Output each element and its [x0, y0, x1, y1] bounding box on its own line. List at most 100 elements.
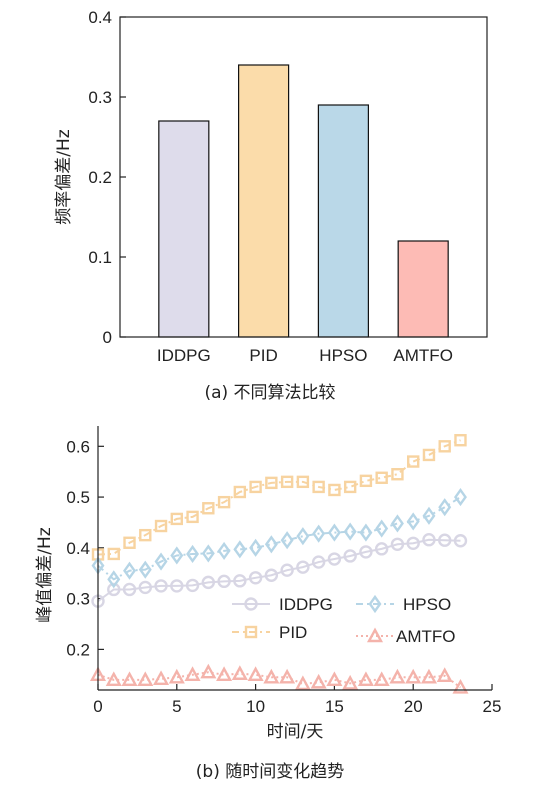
series-hpso-point	[154, 552, 168, 571]
series-hpso-point	[359, 523, 373, 542]
series-hpso-point	[312, 524, 326, 543]
series-pid-point	[123, 536, 136, 549]
series-hpso-point	[406, 512, 420, 531]
series-iddpg-point	[185, 578, 200, 593]
series-amtfo-point	[121, 671, 138, 687]
series-pid-point	[359, 474, 373, 488]
series-amtfo-point	[153, 670, 170, 686]
series-pid-point	[217, 495, 231, 509]
series-amtfo-point	[105, 671, 122, 687]
bar-plot-frame	[119, 16, 488, 338]
bar-y-axis-label: 频率偏差/Hz	[54, 129, 74, 225]
series-iddpg-point	[406, 536, 420, 550]
series-pid-point	[328, 483, 341, 497]
series-iddpg	[91, 533, 468, 608]
series-amtfo-point	[420, 668, 437, 684]
series-amtfo-point	[200, 663, 217, 679]
series-amtfo-point	[137, 671, 154, 687]
series-iddpg-point	[359, 545, 373, 559]
line-y-tick-label: 0.5	[66, 488, 90, 507]
series-amtfo-point	[326, 671, 343, 687]
series-pid-point	[107, 547, 120, 561]
bar-chart-caption: (a) 不同算法比较	[204, 383, 335, 403]
legend-label-hpso: HPSO	[403, 595, 451, 614]
series-iddpg-point	[296, 560, 310, 574]
series-iddpg-point	[343, 549, 357, 563]
series-iddpg-point	[248, 571, 263, 585]
series-amtfo-point	[436, 667, 453, 682]
bar-chart: 00.10.20.30.4 IDDPG PID HPSO AMTFO 频率偏差/Hz …	[54, 8, 488, 403]
series-amtfo-point	[294, 675, 311, 691]
bar-amtfo	[397, 240, 449, 338]
bar-x-tick-label: PID	[249, 346, 277, 365]
series-amtfo-point	[310, 673, 327, 689]
series-amtfo-point	[405, 668, 422, 684]
series-iddpg-point	[374, 542, 389, 556]
series-hpso-point	[107, 570, 121, 589]
series-amtfo-point	[184, 666, 201, 681]
line-x-tick-label: 5	[172, 697, 181, 716]
line-x-tick-label: 20	[404, 697, 423, 716]
series-amtfo-point	[216, 666, 233, 681]
series-iddpg-point	[138, 580, 152, 595]
series-hpso-point	[280, 531, 294, 550]
series-pid-point	[154, 519, 168, 533]
series-hpso-point	[201, 544, 215, 563]
series-pid-point	[233, 485, 247, 499]
line-legend: IDDPG PID HPSO AMTFO	[232, 594, 456, 646]
series-amtfo-point	[168, 668, 185, 684]
line-y-tick-label: 0.4	[66, 539, 90, 558]
legend-label-iddpg: IDDPG	[279, 595, 333, 614]
line-y-tick-label: 0.2	[66, 640, 90, 659]
series-iddpg-point	[390, 537, 405, 551]
series-amtfo	[89, 663, 469, 694]
line-x-tick-label: 10	[246, 697, 265, 716]
series-hpso-point	[343, 522, 357, 541]
bar-x-tick-label: AMTFO	[393, 346, 453, 365]
series-pid-point	[407, 455, 420, 468]
series-iddpg-point	[311, 555, 326, 569]
bar-y-tick-label: 0.2	[88, 168, 112, 187]
bar-x-tick-label: HPSO	[319, 346, 367, 365]
legend-swatch-marker	[368, 594, 382, 614]
series-iddpg-point	[327, 552, 342, 566]
bar-iddpg	[158, 120, 210, 338]
legend-swatch-marker	[366, 627, 384, 643]
series-hpso-point	[375, 519, 389, 538]
legend-swatch-marker	[244, 597, 258, 611]
series-iddpg-point	[438, 533, 452, 547]
series-amtfo-point	[389, 668, 406, 684]
series-pid-point	[186, 510, 199, 524]
series-iddpg-point	[107, 582, 121, 597]
series-pid-point	[170, 512, 184, 526]
series-amtfo-point	[263, 668, 280, 684]
series-amtfo-point	[357, 671, 374, 687]
series-amtfo-point	[452, 678, 469, 694]
series-pid-point	[312, 480, 325, 494]
series-hpso-point	[170, 546, 184, 565]
legend-swatch-marker	[244, 625, 258, 639]
series-iddpg-line	[97, 538, 461, 602]
series-iddpg-point	[170, 579, 184, 593]
line-y-tick-label: 0.3	[66, 590, 90, 609]
bar-hpso	[317, 104, 369, 338]
bar-y-tick-label: 0.1	[88, 248, 112, 267]
series-hpso-point	[217, 541, 231, 560]
series-hpso-line	[97, 496, 462, 581]
series-iddpg-point	[217, 574, 231, 589]
series-hpso-point	[454, 488, 467, 507]
series-iddpg-point	[233, 574, 247, 588]
series-pid-point	[265, 476, 278, 490]
series-iddpg-point	[422, 533, 436, 547]
series-pid	[91, 434, 467, 561]
series-pid-point	[280, 475, 294, 489]
bar-y-tick-label: 0.3	[88, 88, 112, 107]
line-x-tick-label: 0	[93, 697, 102, 716]
series-pid-line	[97, 439, 461, 556]
line-x-tick-label: 25	[483, 697, 502, 716]
line-x-axis-label: 时间/天	[267, 722, 324, 742]
line-chart-caption: (b) 随时间变化趋势	[196, 762, 344, 782]
series-pid-point	[375, 471, 388, 484]
series-iddpg-point	[280, 563, 294, 577]
